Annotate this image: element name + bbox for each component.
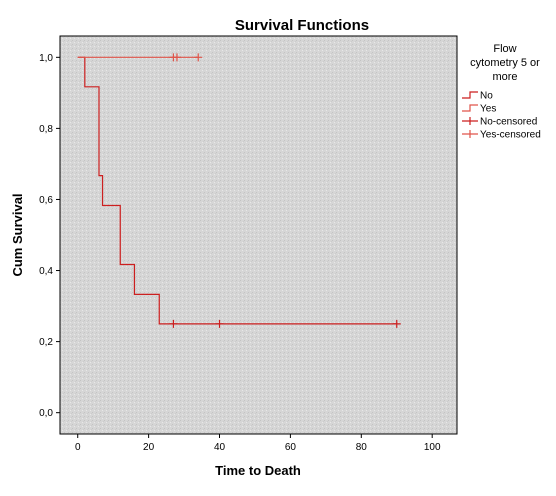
- y-tick-label: 1,0: [39, 53, 53, 64]
- x-tick-label: 40: [214, 442, 226, 453]
- legend-label: Yes-censored: [480, 130, 541, 141]
- x-tick-label: 60: [285, 442, 297, 453]
- x-tick-label: 0: [75, 442, 81, 453]
- legend-label: Yes: [480, 104, 496, 115]
- y-tick-label: 0,2: [39, 337, 53, 348]
- legend-label: No: [480, 91, 493, 102]
- series-line-no: [77, 56, 397, 325]
- y-tick-label: 0,6: [39, 195, 53, 206]
- y-axis-title: Cum Survival: [10, 193, 25, 276]
- plot-area: [59, 35, 458, 435]
- censor-mark-no: [169, 319, 178, 328]
- y-tick-label: 0,0: [39, 408, 53, 419]
- legend-title-line2: cytometry 5 or: [470, 57, 540, 69]
- legend-item: Yes-censored: [462, 130, 541, 141]
- x-axis: 0 20 40 60 80 100: [75, 434, 441, 453]
- legend-item: Yes: [462, 104, 496, 115]
- x-tick-label: 100: [424, 442, 441, 453]
- legend-label: No-censored: [480, 117, 537, 128]
- chart-title: Survival Functions: [235, 17, 369, 34]
- y-axis: 0,0 0,2 0,4 0,6 0,8 1,0: [39, 53, 60, 419]
- y-tick-label: 0,8: [39, 124, 53, 135]
- legend-item: No-censored: [462, 117, 537, 128]
- legend-title-line3: more: [492, 71, 517, 83]
- legend-censor-swatch: [462, 117, 478, 125]
- y-tick-label: 0,4: [39, 266, 53, 277]
- legend-step-swatch: [462, 104, 478, 112]
- legend: Flow cytometry 5 or more No Yes No-censore…: [462, 43, 541, 141]
- x-tick-label: 20: [143, 442, 155, 453]
- censor-mark-no: [392, 319, 401, 328]
- legend-item: No: [462, 91, 493, 102]
- x-axis-title: Time to Death: [215, 463, 301, 478]
- x-tick-label: 80: [356, 442, 368, 453]
- series-layer: [77, 53, 401, 328]
- legend-title-line1: Flow: [493, 43, 516, 55]
- legend-censor-swatch: [462, 130, 478, 138]
- censor-mark-yes: [194, 53, 203, 62]
- censor-mark-yes: [172, 53, 181, 62]
- censor-mark-no: [215, 319, 224, 328]
- legend-step-swatch: [462, 91, 478, 99]
